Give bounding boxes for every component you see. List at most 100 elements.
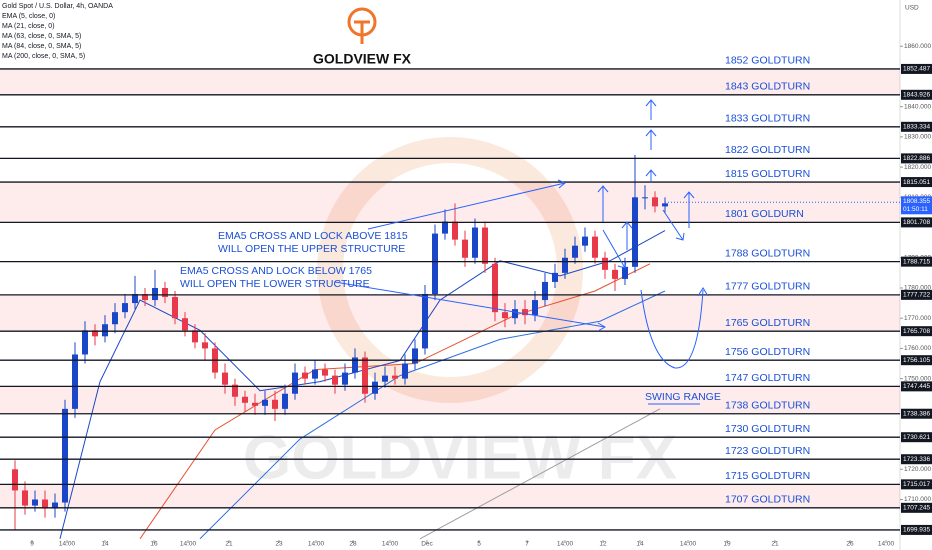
x-tick-label: 5 <box>477 541 481 548</box>
price-box <box>901 432 932 443</box>
x-tick-label: 14:00 <box>308 541 325 548</box>
candle-body <box>482 227 488 264</box>
price-label: 1843.926 <box>903 92 930 99</box>
price-label: 1699.935 <box>903 527 930 534</box>
level-label: 1788 GOLDTURN <box>725 247 810 259</box>
candle-body <box>192 330 198 343</box>
candle-body <box>242 396 248 403</box>
candle-body <box>282 393 288 409</box>
candle-body <box>442 221 448 234</box>
candle-body <box>362 357 368 394</box>
price-label: 1815.051 <box>903 179 930 186</box>
annotation: EMA5 CROSS AND LOCK ABOVE 1815 <box>218 230 408 242</box>
current-price: 1808.355 <box>903 198 930 205</box>
candle-body <box>122 303 128 313</box>
price-label: 1852.487 <box>903 66 930 73</box>
x-tick-label: 14:00 <box>557 541 574 548</box>
x-tick-label: 23 <box>275 541 283 548</box>
candle-body <box>392 375 398 379</box>
y-tick-label: 1760.000 <box>904 345 931 352</box>
annotation: WILL OPEN THE LOWER STRUCTURE <box>180 278 370 290</box>
candle-body <box>582 236 588 246</box>
candle-body <box>232 384 238 397</box>
level-label: 1801 GOLDURN <box>725 208 804 220</box>
price-box <box>901 153 932 164</box>
price-label: 1801.708 <box>903 219 930 226</box>
candle-body <box>202 342 208 349</box>
price-box <box>901 524 932 535</box>
candle-body <box>462 239 468 258</box>
zone <box>0 484 900 508</box>
y-tick-label: 1710.000 <box>904 496 931 503</box>
price-label: 1788.715 <box>903 258 930 265</box>
candle-body <box>332 375 338 385</box>
x-tick-label: 14:00 <box>878 541 895 548</box>
candle-body <box>22 490 28 506</box>
y-tick-label: 1820.000 <box>904 164 931 171</box>
level-label: 1852 GOLDTURN <box>725 55 810 67</box>
zone <box>0 386 900 414</box>
price-label: 1723.336 <box>903 456 930 463</box>
y-tick-label: 1780.000 <box>904 285 931 292</box>
level-label: 1715 GOLDTURN <box>725 470 810 482</box>
arrow-up <box>645 99 657 120</box>
candle-body <box>402 363 408 379</box>
price-box <box>901 121 932 132</box>
arrow-down <box>662 209 685 241</box>
x-tick-label: 14:00 <box>382 541 399 548</box>
level-label: 1723 GOLDTURN <box>725 445 810 457</box>
candle-body <box>252 402 258 406</box>
level-label: 1815 GOLDTURN <box>725 168 810 180</box>
watermark-ring <box>317 137 583 403</box>
candle-body <box>152 287 158 301</box>
candle-body <box>42 499 48 509</box>
logo: GOLDVIEW FX <box>313 7 412 67</box>
y-tick-label: 1860.000 <box>904 43 931 50</box>
candle-body <box>272 399 278 409</box>
x-tick-label: 28 <box>349 541 357 548</box>
arrow-up <box>621 221 633 250</box>
current-price-box <box>901 196 932 215</box>
arrow-down <box>602 229 627 269</box>
x-tick-label: 14:00 <box>59 541 76 548</box>
candle-body <box>62 408 68 503</box>
y-tick-label: 1720.000 <box>904 466 931 473</box>
candle-body <box>92 330 98 337</box>
x-tick-label: 14:00 <box>680 541 697 548</box>
chart-title: Gold Spot / U.S. Dollar, 4h, OANDA <box>2 3 113 10</box>
indicator: MA (200, close, 0, SMA, 5) <box>2 53 85 60</box>
price-box <box>901 289 932 300</box>
x-tick-label: 7 <box>525 541 529 548</box>
logo-text: GOLDVIEW FX <box>313 51 412 67</box>
arrow-up <box>645 129 657 150</box>
x-tick-label: 26 <box>846 541 854 548</box>
level-label: 1765 GOLDTURN <box>725 317 810 329</box>
level-label: 1747 GOLDTURN <box>725 372 810 384</box>
level-label: 1833 GOLDTURN <box>725 113 810 125</box>
trend-line <box>334 281 606 328</box>
x-tick-label: 14:00 <box>180 541 197 548</box>
candle-body <box>602 257 608 270</box>
y-tick-label: 1840.000 <box>904 103 931 110</box>
arrow-up <box>645 169 657 183</box>
level-label: 1822 GOLDTURN <box>725 144 810 156</box>
price-label: 1707.245 <box>903 505 930 512</box>
x-tick-label: 14 <box>101 541 109 548</box>
arrow-up <box>683 191 695 228</box>
zone <box>0 68 900 95</box>
x-tick-label: 21 <box>225 541 233 548</box>
level-label: 1756 GOLDTURN <box>725 346 810 358</box>
indicator: MA (63, close, 0, SMA, 5) <box>2 33 81 40</box>
price-box <box>901 381 932 392</box>
indicator: EMA (5, close, 0) <box>2 13 55 20</box>
arrow-head <box>597 322 607 332</box>
x-tick-label: 9 <box>30 541 34 548</box>
y-tick-label: 1830.000 <box>904 134 931 141</box>
level-label: 1843 GOLDTURN <box>725 81 810 93</box>
candle-body <box>292 372 298 394</box>
price-box <box>901 479 932 490</box>
price-box <box>901 454 932 465</box>
price-label: 1715.017 <box>903 481 930 488</box>
x-tick-label: 21 <box>771 541 779 548</box>
